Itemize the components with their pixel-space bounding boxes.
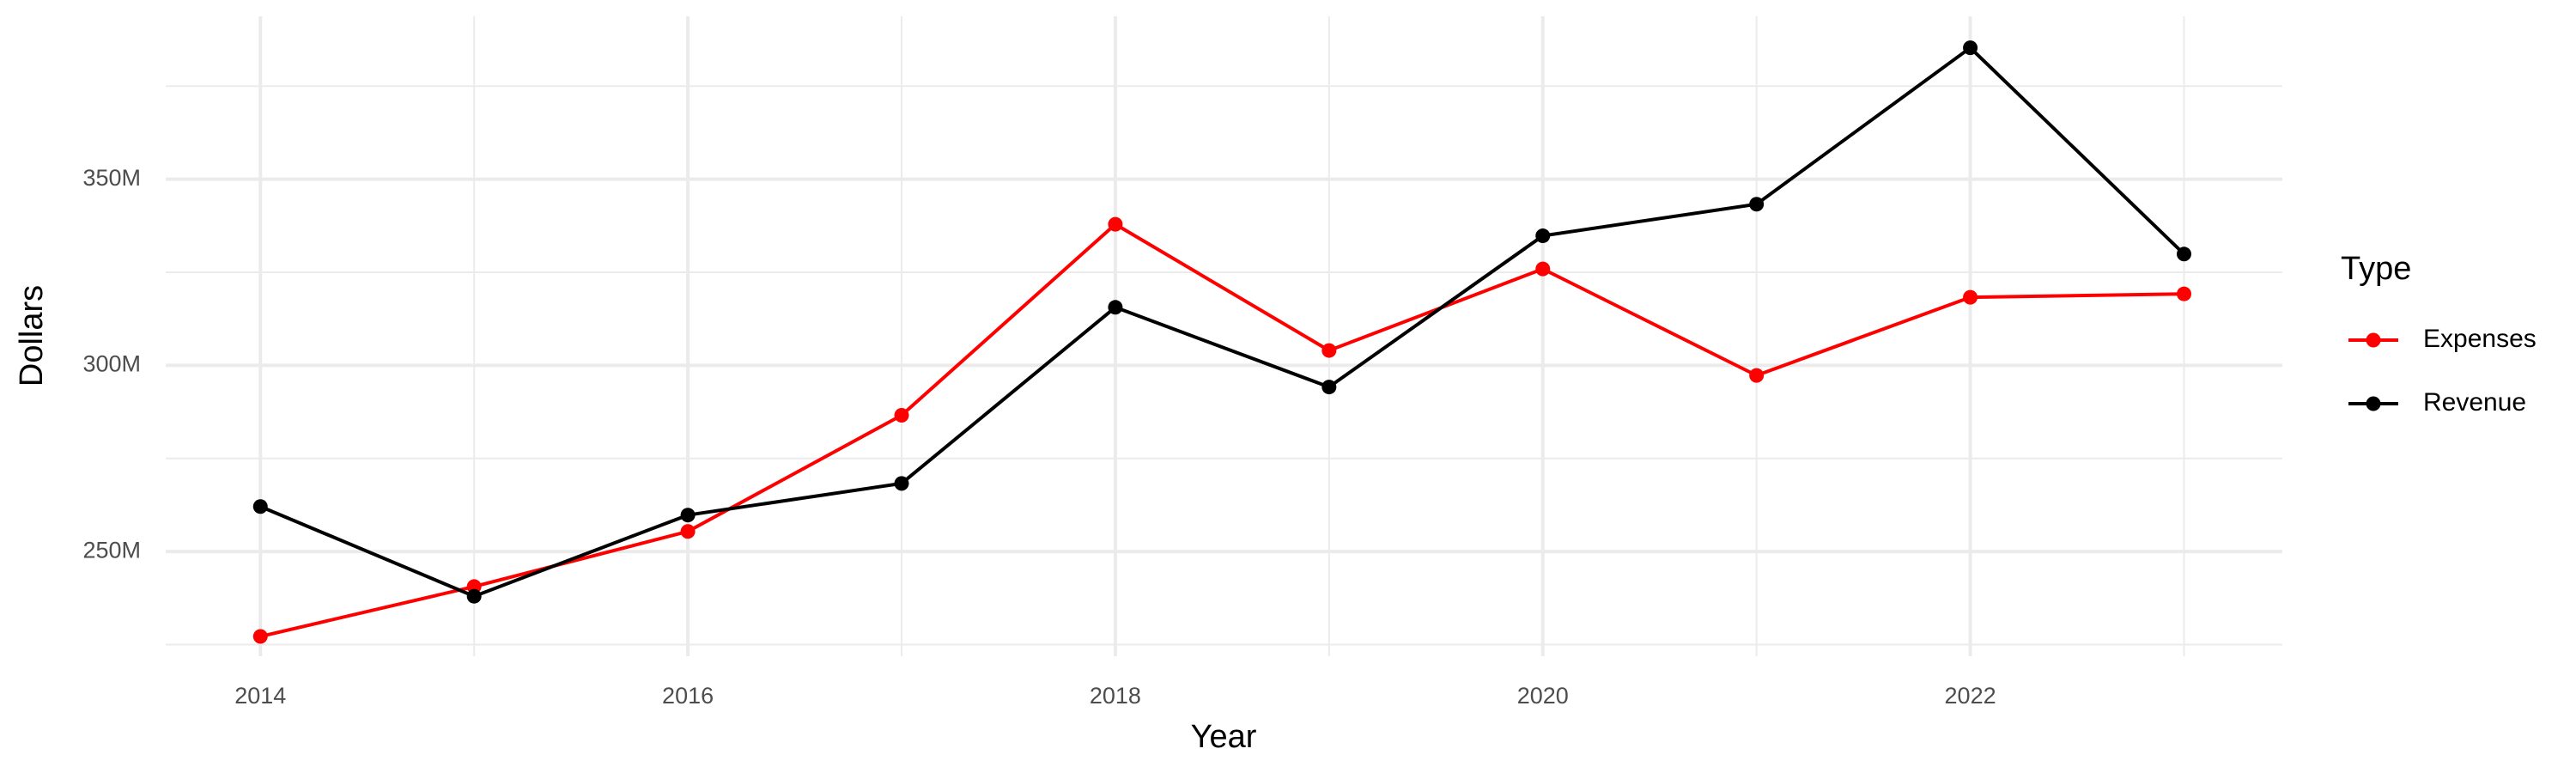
- legend-label: Expenses: [2423, 325, 2537, 353]
- data-point: [680, 524, 696, 539]
- data-point: [680, 508, 696, 523]
- legend-title: Type: [2341, 251, 2411, 287]
- data-point: [1749, 368, 1765, 383]
- legend-key-point: [2366, 332, 2381, 348]
- data-point: [252, 499, 268, 514]
- data-point: [1108, 300, 1123, 315]
- data-point: [1963, 289, 1978, 305]
- series-line: [259, 46, 2185, 599]
- data-point: [894, 408, 909, 423]
- data-point: [252, 629, 268, 644]
- x-tick-label: 2016: [662, 683, 714, 709]
- x-tick-label: 2020: [1517, 683, 1569, 709]
- y-tick-label: 350M: [82, 165, 141, 191]
- x-tick-label: 2018: [1090, 683, 1141, 709]
- legend-label: Revenue: [2423, 388, 2526, 417]
- x-axis-title: Year: [1191, 719, 1257, 755]
- y-axis-title: Dollars: [14, 285, 50, 386]
- data-point: [2176, 247, 2191, 262]
- series-line: [259, 222, 2184, 638]
- y-tick-label: 250M: [82, 537, 141, 563]
- data-point: [894, 476, 909, 491]
- data-point: [1963, 40, 1978, 56]
- data-point: [2176, 286, 2191, 301]
- x-tick-label: 2022: [1945, 683, 1996, 709]
- data-point: [1749, 197, 1765, 212]
- data-point: [1108, 216, 1123, 232]
- data-point: [1535, 228, 1551, 244]
- x-tick-label: 2014: [234, 683, 286, 709]
- data-point: [1321, 343, 1337, 358]
- grid: [166, 16, 2282, 656]
- y-tick-label: 300M: [82, 351, 141, 377]
- data-point: [1535, 261, 1551, 277]
- data-point: [466, 588, 482, 604]
- legend-key-point: [2366, 396, 2381, 411]
- data-point: [1321, 380, 1337, 395]
